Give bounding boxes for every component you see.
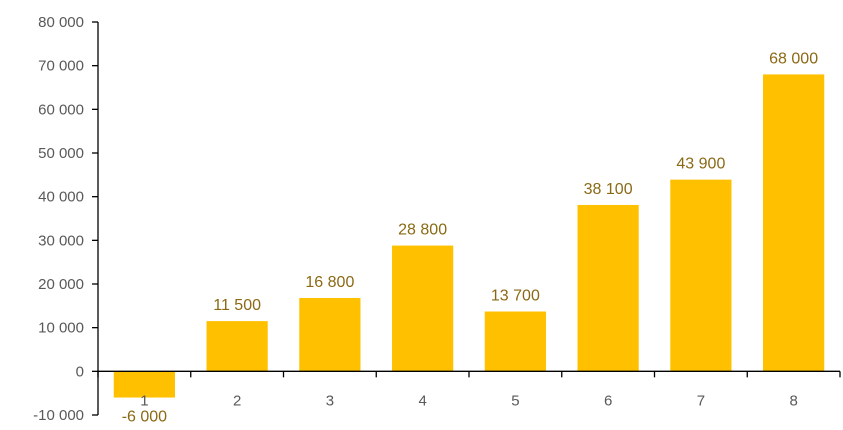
bar	[763, 74, 825, 372]
x-tick-label: 2	[233, 392, 241, 409]
data-labels: -6 000 11 500 16 800 28 800 13 700 38 100 43 9…	[122, 50, 819, 425]
x-tick-label: 6	[604, 392, 612, 409]
x-tick-label: 4	[418, 392, 426, 409]
x-tick-label: 7	[697, 392, 705, 409]
x-tick-label: 1	[140, 392, 148, 409]
bar	[670, 179, 732, 372]
y-axis: -10 000 0 10 000 20 000 30 000 40 000 50 000 60…	[33, 14, 99, 424]
bar	[484, 311, 546, 372]
y-tick-label: 70 000	[38, 58, 84, 75]
x-tick-label: 3	[326, 392, 334, 409]
x-tick-label: 8	[789, 392, 797, 409]
x-axis: 1 2 3 4 5 6 7 8	[97, 370, 841, 409]
bar	[206, 321, 268, 372]
data-label: 38 100	[584, 181, 633, 198]
y-tick-label: 60 000	[38, 101, 84, 118]
y-tick-label: 80 000	[38, 14, 84, 31]
bar	[113, 371, 175, 398]
bars	[113, 74, 825, 398]
y-tick-label: 30 000	[38, 232, 84, 249]
data-label: 16 800	[305, 274, 354, 291]
data-label: -6 000	[122, 409, 167, 426]
y-tick-label: 40 000	[38, 189, 84, 206]
data-label: 68 000	[769, 50, 818, 67]
data-label: 28 800	[398, 222, 447, 239]
bar	[392, 245, 454, 372]
bar	[577, 204, 639, 372]
bar	[299, 297, 361, 372]
data-label: 43 900	[676, 156, 725, 173]
y-tick-label: 50 000	[38, 145, 84, 162]
y-tick-label: 10 000	[38, 320, 84, 337]
y-tick-label: 20 000	[38, 276, 84, 293]
x-tick-label: 5	[511, 392, 519, 409]
data-label: 13 700	[491, 288, 540, 305]
y-tick-label: -10 000	[33, 407, 84, 424]
data-label: 11 500	[213, 297, 261, 314]
y-tick-label: 0	[76, 363, 84, 380]
